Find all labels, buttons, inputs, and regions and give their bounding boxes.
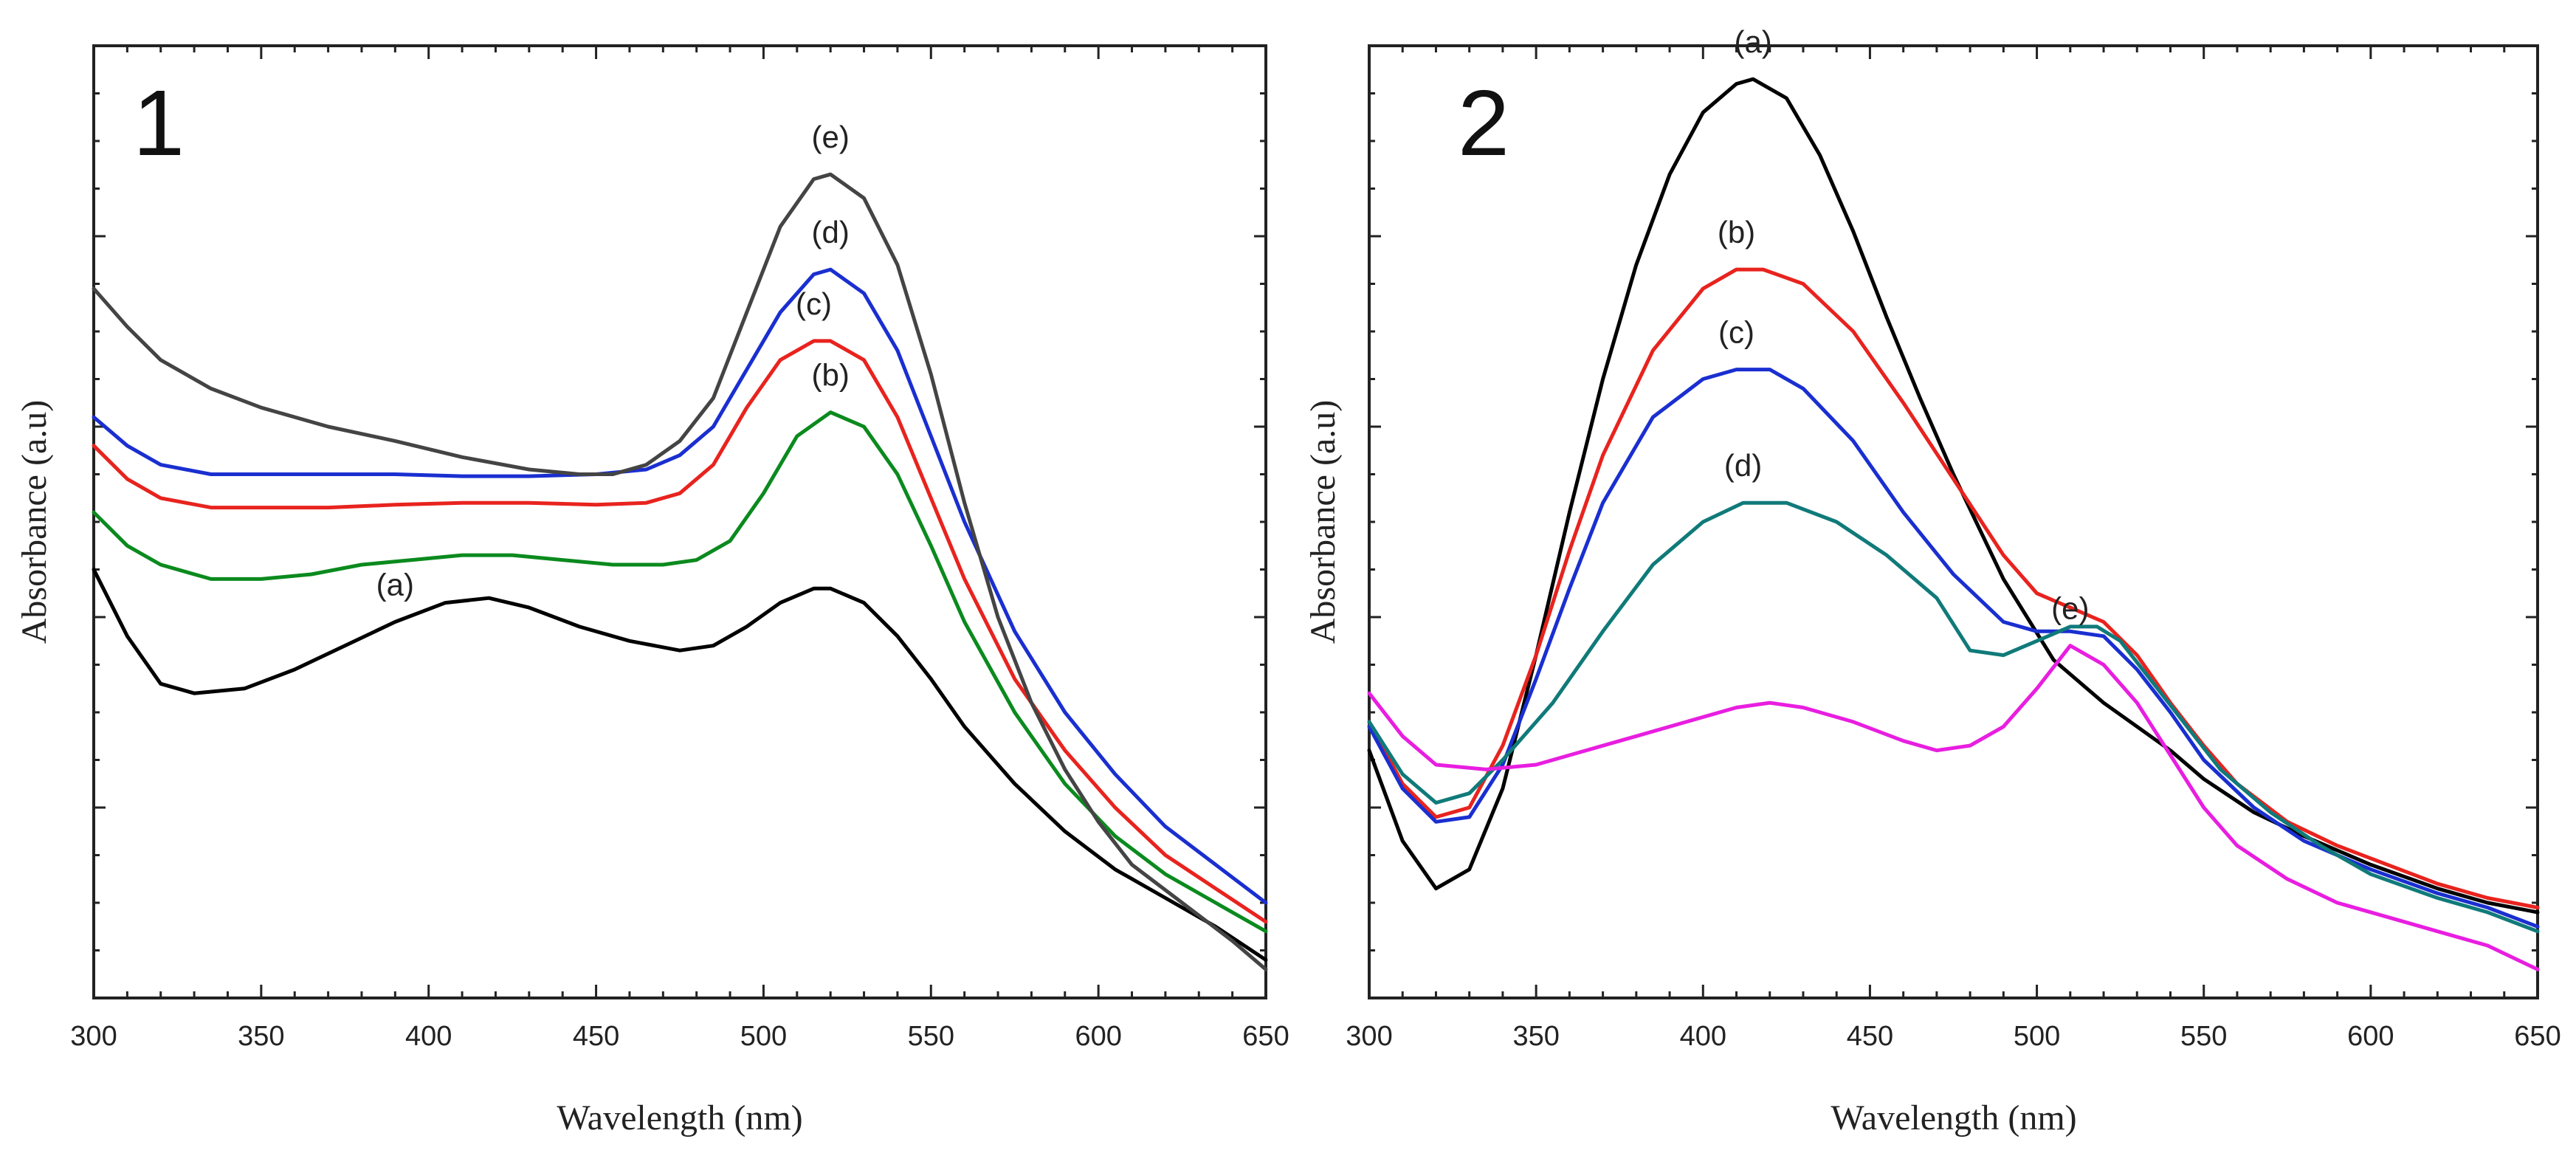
series-label-e: (e)	[811, 120, 849, 154]
x-tick-label: 600	[1075, 1021, 1121, 1052]
x-axis-title: Wavelength (nm)	[1831, 1098, 2076, 1137]
series-line-e	[92, 172, 1268, 971]
series-label-d: (d)	[811, 215, 849, 249]
x-tick-label: 450	[1847, 1021, 1893, 1052]
x-tick-label: 550	[2180, 1021, 2227, 1052]
y-axis-title: Absorbance (a.u)	[15, 400, 54, 644]
x-tick-label: 300	[1346, 1021, 1392, 1052]
series-labels: (a) (b) (c) (d) (e)	[376, 120, 850, 602]
series-line-c	[1367, 368, 2540, 929]
x-tick-label: 600	[2347, 1021, 2394, 1052]
panel-1-chart: 1 Wavelength (nm) Absorbance (a.u) 300 35…	[15, 44, 1289, 1137]
x-tick-label: 650	[1242, 1021, 1289, 1052]
series-lines	[92, 172, 1268, 971]
x-tick-label: 350	[1512, 1021, 1559, 1052]
x-tick-label: 300	[70, 1021, 117, 1052]
series-line-b	[92, 410, 1268, 934]
series-line-b	[1367, 267, 2540, 909]
plot-frame	[92, 44, 1267, 999]
y-axis-title: Absorbance (a.u)	[1304, 400, 1343, 644]
x-tick-label: 400	[405, 1021, 452, 1052]
series-label-b: (b)	[811, 358, 849, 393]
panel-label: 1	[133, 71, 185, 175]
series-labels: (a) (b) (c) (d) (e)	[1718, 24, 2090, 626]
x-axis-title: Wavelength (nm)	[557, 1098, 802, 1137]
series-label-a: (a)	[376, 567, 414, 602]
x-tick-label: 550	[908, 1021, 954, 1052]
series-line-d	[92, 267, 1268, 905]
series-label-b: (b)	[1718, 215, 1755, 249]
panel-label: 2	[1458, 71, 1509, 175]
series-line-a	[92, 568, 1268, 962]
x-tick-label: 650	[2514, 1021, 2560, 1052]
series-line-c	[92, 339, 1268, 924]
series-label-d: (d)	[1724, 448, 1762, 483]
x-tick-label: 450	[573, 1021, 619, 1052]
series-label-c: (c)	[796, 286, 832, 321]
x-ticks: 300 350 400 450 500 550 600 650	[70, 44, 1289, 1052]
series-label-c: (c)	[1718, 315, 1754, 350]
x-ticks: 300 350 400 450 500 550 600 650	[1346, 44, 2561, 1052]
plot-frame	[1368, 44, 2539, 999]
x-tick-label: 500	[740, 1021, 787, 1052]
panel-2-chart: 2 Wavelength (nm) Absorbance (a.u) 300 35…	[1304, 24, 2561, 1137]
series-line-d	[1367, 500, 2540, 934]
series-label-e: (e)	[2051, 591, 2089, 626]
series-line-e	[1367, 644, 2540, 971]
x-tick-label: 400	[1680, 1021, 1726, 1052]
x-tick-label: 500	[2014, 1021, 2060, 1052]
series-label-a: (a)	[1734, 24, 1771, 59]
series-lines	[1367, 77, 2540, 971]
x-tick-label: 350	[238, 1021, 284, 1052]
